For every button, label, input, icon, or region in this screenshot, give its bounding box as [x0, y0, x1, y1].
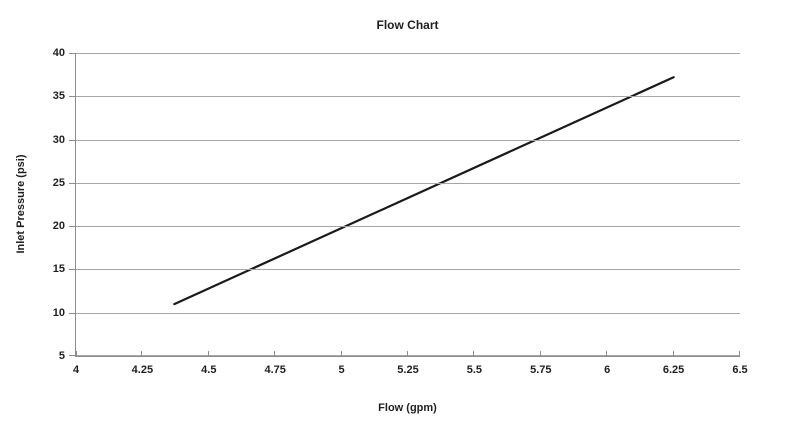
x-tick-mark [340, 351, 342, 356]
x-tick-label: 4.25 [131, 364, 154, 376]
y-tick-label: 20 [52, 220, 65, 233]
y-tick-label: 10 [52, 306, 65, 319]
y-tick-mark [69, 355, 76, 356]
y-tick-mark [69, 53, 76, 54]
y-gridline [76, 269, 740, 271]
y-gridline [76, 96, 740, 98]
plot-area [69, 53, 740, 357]
y-gridline [76, 182, 740, 184]
x-tick-label: 4.75 [264, 364, 286, 376]
x-tick-label: 5.5 [466, 364, 483, 376]
x-tick-mark [207, 351, 209, 356]
x-axis-title: Flow (gpm) [378, 402, 437, 414]
y-tick-label: 5 [58, 350, 65, 362]
x-tick-label: 5 [338, 364, 345, 376]
y-tick-mark [69, 139, 76, 141]
y-tick-label: 35 [52, 90, 65, 103]
series-line-svg [173, 76, 675, 306]
y-gridline [76, 355, 740, 356]
x-tick-mark [672, 351, 674, 356]
x-tick-mark [407, 351, 408, 356]
x-tick-label: 4 [72, 364, 80, 376]
x-tick-mark [274, 351, 276, 356]
x-tick-label: 4.5 [201, 364, 217, 376]
y-tick-mark [69, 182, 76, 184]
y-tick-mark [69, 269, 76, 271]
x-tick-label: 6.5 [732, 364, 748, 376]
y-tick-label: 25 [52, 176, 65, 189]
x-tick-label: 5.25 [397, 364, 419, 376]
x-tick-mark [76, 351, 77, 356]
chart-title: Flow Chart [376, 18, 439, 32]
x-tick-mark [141, 351, 143, 356]
y-tick-label: 15 [52, 263, 65, 276]
y-axis-title: Inlet Pressure (psi) [15, 154, 27, 254]
y-gridline [76, 312, 740, 314]
x-tick-label: 6 [604, 364, 611, 376]
y-tick-mark [69, 312, 76, 314]
y-tick-mark [69, 226, 76, 228]
series-line [173, 76, 675, 306]
x-tick-mark [539, 351, 541, 356]
y-gridline [76, 226, 740, 228]
x-tick-mark [473, 351, 475, 356]
y-tick-label: 30 [52, 133, 65, 146]
x-tick-mark [606, 351, 608, 356]
x-tick-label: 6.25 [662, 364, 685, 376]
x-tick-mark [739, 351, 740, 356]
x-tick-label: 5.75 [530, 364, 552, 376]
y-gridline [76, 139, 740, 141]
y-tick-label: 40 [52, 47, 65, 59]
y-gridline [76, 53, 740, 54]
y-tick-mark [69, 96, 76, 98]
